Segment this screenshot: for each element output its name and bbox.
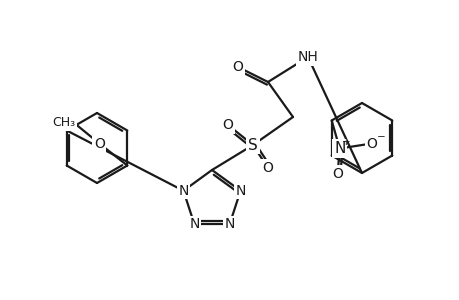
- Text: N: N: [178, 184, 188, 198]
- Text: O: O: [232, 60, 243, 74]
- Text: O: O: [222, 118, 233, 132]
- Text: S: S: [247, 137, 257, 152]
- Text: N: N: [189, 217, 199, 231]
- Text: O: O: [365, 136, 376, 151]
- Text: N: N: [235, 184, 245, 198]
- Text: O: O: [331, 167, 342, 181]
- Text: O: O: [94, 136, 105, 151]
- Text: −: −: [376, 131, 385, 142]
- Text: O: O: [262, 161, 273, 175]
- Text: N: N: [224, 217, 234, 231]
- Text: CH₃: CH₃: [52, 116, 75, 129]
- Text: NH: NH: [297, 50, 318, 64]
- Text: N: N: [333, 141, 345, 156]
- Text: +: +: [341, 136, 350, 146]
